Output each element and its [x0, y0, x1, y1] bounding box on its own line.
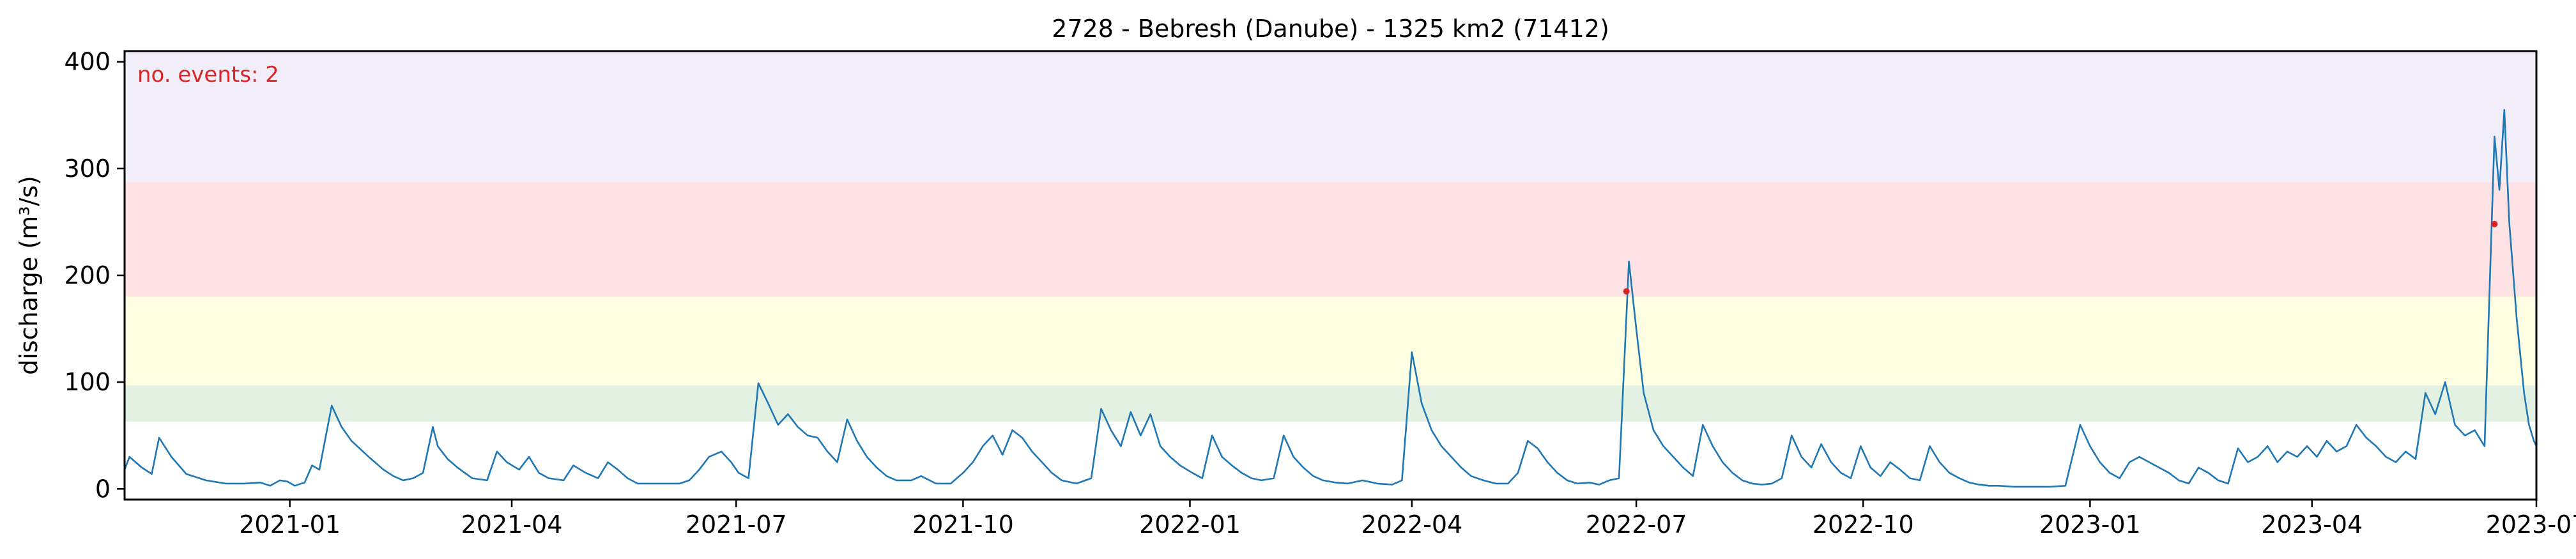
x-tick-label-9: 2023-04	[2261, 510, 2363, 539]
x-tick-label-7: 2022-10	[1813, 510, 1914, 539]
y-tick-label-1: 100	[64, 368, 111, 396]
threshold-band-2	[125, 183, 2536, 297]
x-tick-label-10: 2023-07	[2486, 510, 2576, 539]
x-tick-label-0: 2021-01	[239, 510, 341, 539]
x-axis-ticks: 2021-01 2021-04 2021-07 2021-10 2022-01 2022-…	[239, 500, 2576, 539]
x-tick-label-5: 2022-04	[1361, 510, 1462, 539]
event-point-0	[1623, 288, 1630, 295]
y-axis-label: discharge (m³/s)	[15, 176, 43, 375]
threshold-band-0	[125, 385, 2536, 422]
y-tick-label-3: 300	[64, 155, 111, 183]
x-tick-label-3: 2021-10	[912, 510, 1014, 539]
threshold-band-1	[125, 296, 2536, 385]
threshold-band-3	[125, 51, 2536, 183]
y-axis-ticks: 0 100 200 300 400	[64, 48, 125, 503]
y-tick-label-4: 400	[64, 48, 111, 76]
x-tick-label-2: 2021-07	[686, 510, 787, 539]
event-point-1	[2491, 221, 2497, 227]
threshold-bands	[125, 51, 2536, 422]
event-count-annotation: no. events: 2	[137, 62, 279, 88]
x-tick-label-4: 2022-01	[1139, 510, 1241, 539]
y-tick-label-0: 0	[95, 475, 111, 503]
y-tick-label-2: 200	[64, 261, 111, 289]
chart-title: 2728 - Bebresh (Danube) - 1325 km2 (7141…	[1052, 15, 1609, 43]
x-tick-label-8: 2023-01	[2039, 510, 2141, 539]
x-tick-label-1: 2021-04	[461, 510, 563, 539]
x-tick-label-6: 2022-07	[1586, 510, 1687, 539]
